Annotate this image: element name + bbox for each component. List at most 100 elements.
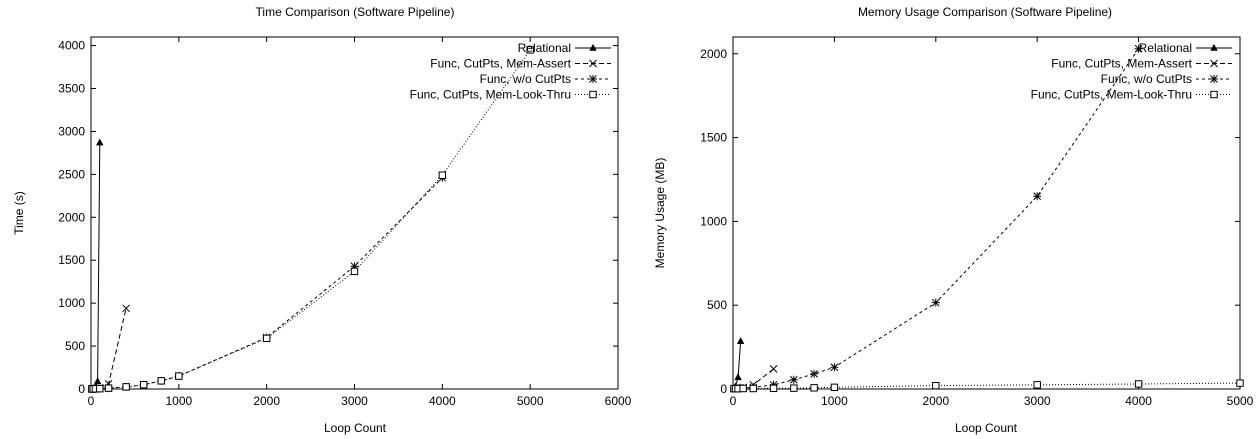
memory-x-tick-label: 2000 bbox=[922, 394, 949, 408]
time-series-3 bbox=[88, 46, 534, 393]
memory-y-tick-label: 1000 bbox=[700, 214, 727, 228]
memory-data-point bbox=[749, 384, 757, 393]
time-y-tick-label: 2000 bbox=[58, 210, 85, 224]
time-x-tick-label: 2000 bbox=[253, 394, 280, 408]
memory-data-point bbox=[810, 384, 818, 392]
memory-chart: Memory Usage Comparison (Software Pipeli… bbox=[653, 5, 1254, 435]
memory-data-point bbox=[931, 298, 940, 307]
time-y-tick-label: 3500 bbox=[58, 82, 85, 96]
time-legend-label: Relational bbox=[518, 41, 571, 55]
time-x-axis-label: Loop Count bbox=[324, 421, 387, 435]
memory-x-tick-label: 5000 bbox=[1227, 394, 1254, 408]
memory-data-point bbox=[790, 384, 798, 392]
time-x-tick-label: 6000 bbox=[605, 394, 632, 408]
memory-data-point bbox=[769, 384, 778, 393]
time-y-tick-label: 0 bbox=[78, 382, 85, 396]
memory-x-tick-label: 0 bbox=[730, 394, 737, 408]
time-y-tick-label: 2500 bbox=[58, 167, 85, 181]
memory-legend-label: Relational bbox=[1139, 41, 1192, 55]
memory-series-group bbox=[730, 44, 1244, 393]
memory-legend-marker bbox=[1210, 75, 1218, 83]
memory-y-tick-label: 500 bbox=[707, 298, 727, 312]
memory-chart-title: Memory Usage Comparison (Software Pipeli… bbox=[858, 5, 1112, 19]
memory-data-point bbox=[1033, 381, 1041, 389]
time-y-axis: 0 500 1000 1500 2000 2500 3000 3500 4000 bbox=[58, 39, 618, 396]
time-legend-label: Func, CutPts, Mem-Look-Thru bbox=[410, 88, 571, 102]
time-data-point bbox=[438, 171, 447, 179]
memory-series-line bbox=[733, 48, 1140, 390]
time-y-tick-label: 500 bbox=[65, 339, 85, 353]
memory-legend-marker bbox=[1210, 90, 1218, 99]
memory-data-point bbox=[789, 375, 798, 384]
memory-data-point bbox=[769, 365, 778, 373]
time-chart-title: Time Comparison (Software Pipeline) bbox=[256, 5, 455, 19]
time-data-point bbox=[104, 384, 113, 392]
time-y-tick-label: 1000 bbox=[58, 296, 85, 310]
memory-data-point bbox=[810, 369, 819, 378]
memory-y-tick-label: 0 bbox=[720, 382, 727, 396]
memory-data-point bbox=[1033, 192, 1042, 201]
time-series-group bbox=[87, 46, 534, 393]
time-series-line bbox=[91, 177, 443, 390]
memory-y-tick-label: 1500 bbox=[700, 131, 727, 145]
time-x-tick-label: 5000 bbox=[517, 394, 544, 408]
memory-x-axis: 0 1000 2000 3000 4000 5000 bbox=[730, 37, 1254, 408]
time-series-1 bbox=[88, 304, 130, 393]
time-x-tick-label: 4000 bbox=[429, 394, 456, 408]
memory-data-point bbox=[932, 381, 940, 390]
time-y-tick-label: 3000 bbox=[58, 124, 85, 138]
time-data-point bbox=[140, 381, 148, 389]
time-y-tick-label: 4000 bbox=[58, 39, 85, 53]
time-legend-marker bbox=[589, 43, 597, 51]
memory-data-point bbox=[739, 384, 747, 393]
time-data-point bbox=[157, 377, 165, 385]
memory-x-tick-label: 1000 bbox=[821, 394, 848, 408]
time-data-point bbox=[93, 377, 102, 385]
time-data-point bbox=[175, 372, 183, 380]
time-x-tick-label: 0 bbox=[88, 394, 95, 408]
time-data-point bbox=[96, 138, 104, 146]
time-legend-label: Func, CutPts, Mem-Assert bbox=[430, 57, 571, 71]
memory-legend-label: Func, CutPts, Mem-Look-Thru bbox=[1031, 88, 1192, 102]
time-y-tick-label: 1500 bbox=[58, 253, 85, 267]
time-x-axis: 0 1000 2000 3000 4000 5000 6000 bbox=[88, 37, 632, 408]
time-y-axis-label: Time (s) bbox=[12, 191, 26, 235]
time-x-tick-label: 3000 bbox=[341, 394, 368, 408]
memory-legend-label: Func, CutPts, Mem-Assert bbox=[1051, 57, 1192, 71]
memory-x-tick-label: 3000 bbox=[1024, 394, 1051, 408]
time-legend-marker bbox=[589, 59, 597, 68]
time-data-point bbox=[96, 384, 104, 393]
memory-y-tick-label: 2000 bbox=[700, 47, 727, 61]
time-data-point bbox=[122, 383, 130, 391]
memory-data-point bbox=[734, 373, 742, 381]
memory-legend-marker bbox=[1210, 59, 1218, 68]
time-series-line bbox=[91, 308, 127, 390]
time-chart: Time Comparison (Software Pipeline) 0 500… bbox=[12, 5, 632, 435]
time-data-point bbox=[122, 304, 130, 313]
time-legend-marker bbox=[589, 75, 597, 83]
memory-data-point bbox=[1236, 379, 1244, 387]
memory-series-3 bbox=[730, 379, 1244, 393]
time-series-line bbox=[91, 142, 101, 390]
memory-chart-plot-frame bbox=[732, 36, 1241, 390]
time-legend-label: Func, w/o CutPts bbox=[480, 72, 571, 86]
time-legend-marker bbox=[589, 90, 597, 99]
memory-legend-label: Func, w/o CutPts bbox=[1101, 72, 1192, 86]
memory-y-axis: 0 500 1000 1500 2000 bbox=[700, 47, 1240, 396]
time-data-point bbox=[350, 262, 359, 271]
time-data-point bbox=[262, 334, 271, 343]
time-x-tick-label: 1000 bbox=[165, 394, 192, 408]
memory-data-point bbox=[1134, 380, 1143, 388]
memory-series-line bbox=[733, 341, 742, 389]
time-data-point bbox=[350, 267, 359, 276]
time-series-2 bbox=[87, 173, 447, 393]
memory-data-point bbox=[830, 383, 839, 392]
memory-x-tick-label: 4000 bbox=[1125, 394, 1152, 408]
memory-data-point bbox=[1134, 44, 1143, 53]
memory-legend-marker bbox=[1210, 43, 1218, 51]
time-data-point bbox=[526, 46, 534, 54]
memory-data-point bbox=[830, 363, 839, 372]
